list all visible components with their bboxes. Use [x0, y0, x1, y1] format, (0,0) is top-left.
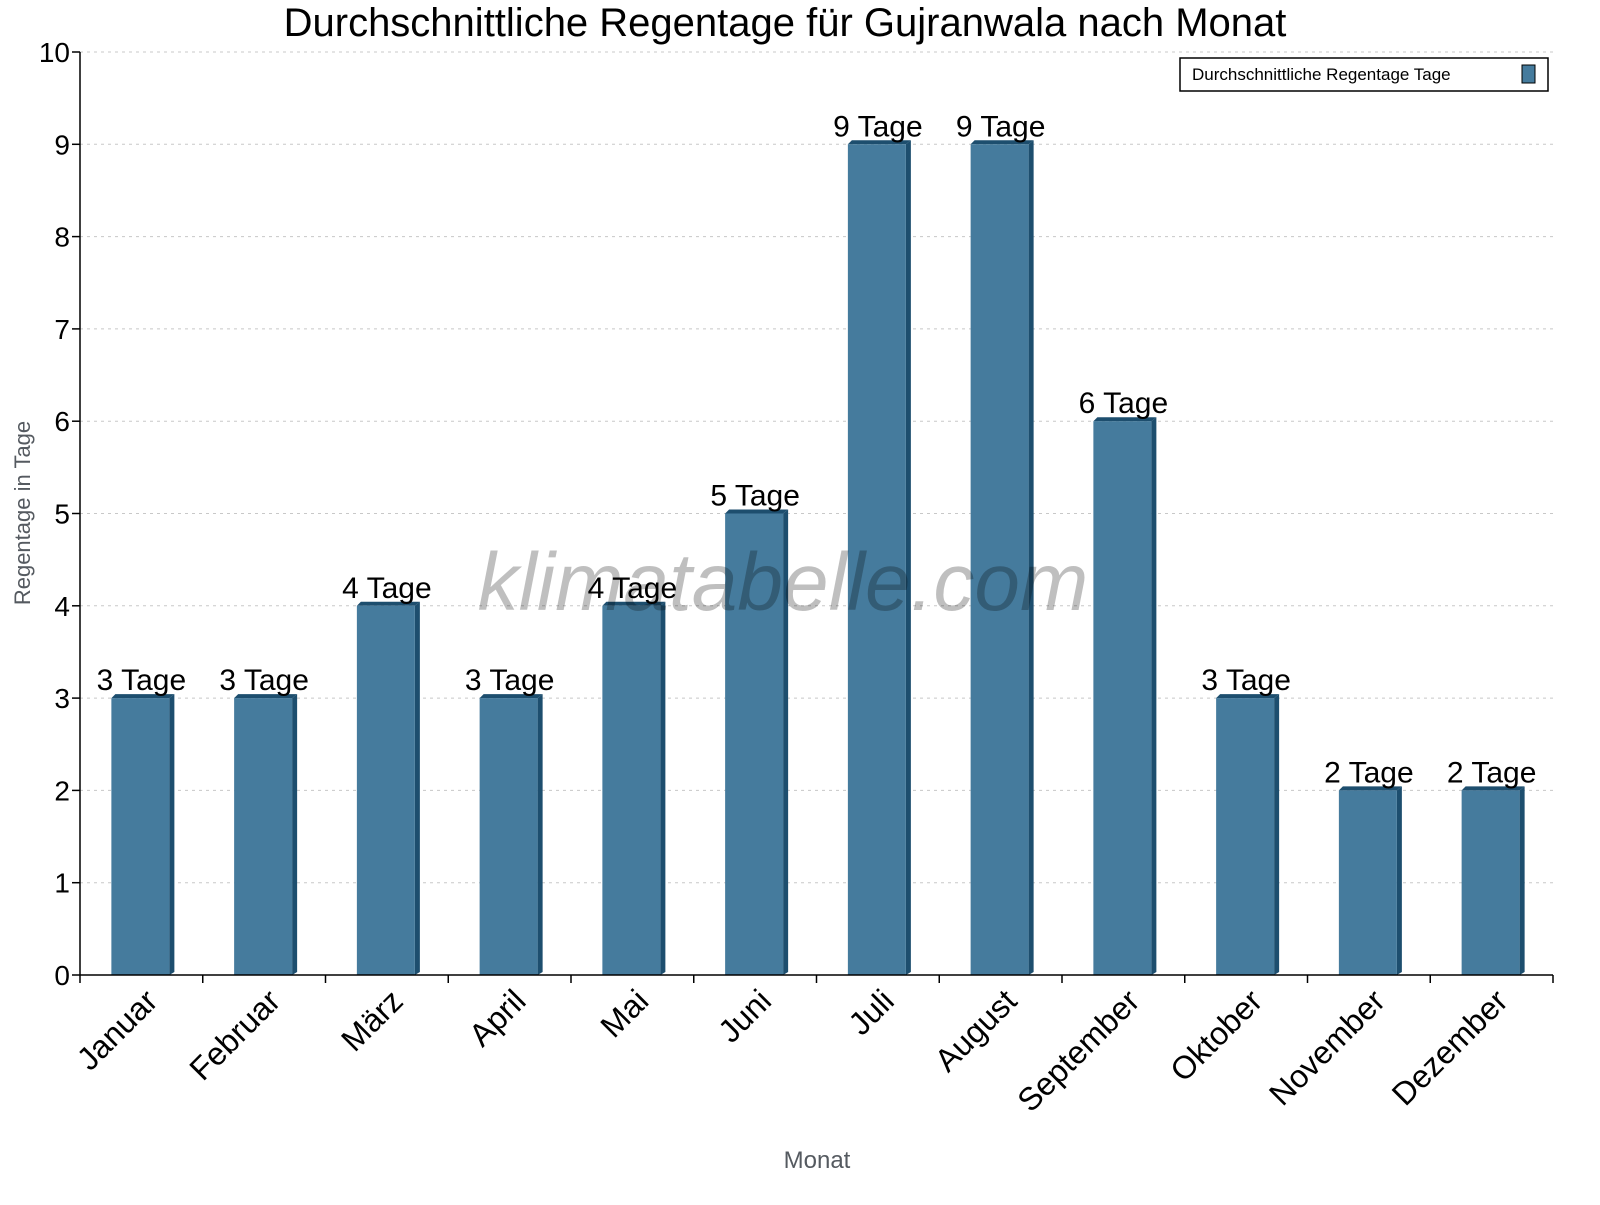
bar — [1093, 421, 1152, 975]
bar — [970, 144, 1029, 976]
bars — [111, 140, 1525, 976]
data-label: 6 Tage — [1079, 387, 1169, 420]
bar-side — [1274, 694, 1280, 975]
bar — [847, 144, 906, 976]
x-tick-label: Mai — [593, 982, 655, 1044]
data-label: 4 Tage — [342, 572, 432, 605]
data-labels: 3 Tage 3 Tage 4 Tage 3 Tage 4 Tage 5 Tage 9 Ta… — [97, 110, 1537, 789]
x-tick-label: März — [334, 982, 410, 1058]
bar-top — [1461, 786, 1525, 791]
grid-lines — [80, 51, 1553, 884]
x-tick-label: Februar — [182, 982, 287, 1087]
bar-side — [537, 694, 543, 975]
bar-top — [725, 509, 789, 514]
bar-side — [414, 601, 420, 975]
bar-top — [602, 601, 666, 606]
watermark: klimatabelle.com — [478, 537, 1089, 628]
bar-side — [1028, 140, 1034, 976]
y-tick-label: 5 — [54, 499, 70, 530]
legend-swatch — [1521, 64, 1536, 84]
x-tick-label: Januar — [70, 982, 165, 1077]
data-label: 5 Tage — [710, 480, 800, 513]
y-tick-label: 1 — [54, 868, 70, 899]
legend: Durchschnittliche Regentage Tage — [1179, 57, 1549, 92]
data-label: 3 Tage — [219, 664, 309, 697]
bar-top — [970, 140, 1034, 145]
bar-side — [292, 694, 298, 975]
y-tick-label: 3 — [54, 683, 70, 714]
data-label: 9 Tage — [833, 110, 923, 143]
bar — [1216, 698, 1275, 975]
y-tick-label: 10 — [39, 37, 70, 68]
x-tick-label: April — [462, 982, 533, 1053]
data-label: 3 Tage — [1201, 664, 1291, 697]
bar — [479, 698, 538, 975]
y-tick-label: 8 — [54, 222, 70, 253]
legend-label: Durchschnittliche Regentage Tage — [1192, 65, 1451, 84]
bar-top — [111, 694, 175, 699]
x-tick-label: Oktober — [1163, 982, 1269, 1088]
bar — [1338, 790, 1397, 975]
y-tick-label: 9 — [54, 129, 70, 160]
bar-top — [234, 694, 298, 699]
y-tick-label: 0 — [54, 960, 70, 991]
bar — [1461, 790, 1520, 975]
bar — [111, 698, 170, 975]
bar-side — [905, 140, 911, 976]
data-label: 2 Tage — [1324, 756, 1414, 789]
bar-side — [660, 601, 666, 975]
data-label: 3 Tage — [97, 664, 187, 697]
data-label: 3 Tage — [465, 664, 555, 697]
bar — [356, 605, 415, 975]
bar — [725, 513, 784, 975]
y-axis-label: Regentage in Tage — [10, 421, 35, 605]
bar-side — [1151, 417, 1157, 975]
bar-side — [169, 694, 175, 975]
x-axis-label: Monat — [784, 1147, 851, 1174]
x-tick-label: Dezember — [1385, 982, 1515, 1112]
bar-top — [847, 140, 911, 145]
bar-side — [783, 509, 789, 975]
bar-top — [1338, 786, 1402, 791]
x-tick-label: September — [1010, 982, 1146, 1118]
x-tick-label: Juni — [711, 982, 778, 1049]
y-tick-label: 6 — [54, 406, 70, 437]
data-label: 4 Tage — [588, 572, 678, 605]
bar-top — [356, 601, 420, 606]
chart-title: Durchschnittliche Regentage für Gujranwa… — [284, 1, 1287, 45]
bar — [234, 698, 293, 975]
bar — [602, 605, 661, 975]
y-tick-label: 4 — [54, 591, 70, 622]
bar-top — [1093, 417, 1157, 422]
x-tick-label: November — [1262, 982, 1392, 1112]
y-tick-label: 2 — [54, 775, 70, 806]
bar-top — [1216, 694, 1280, 699]
x-tick-label: August — [928, 982, 1024, 1078]
legend-box — [1179, 57, 1549, 92]
x-tick-label: Juli — [841, 982, 900, 1041]
data-label: 9 Tage — [956, 110, 1046, 143]
y-tick-label: 7 — [54, 314, 70, 345]
bar-top — [479, 694, 543, 699]
bar-side — [1396, 786, 1402, 975]
bar-side — [1519, 786, 1525, 975]
data-label: 2 Tage — [1447, 756, 1537, 789]
